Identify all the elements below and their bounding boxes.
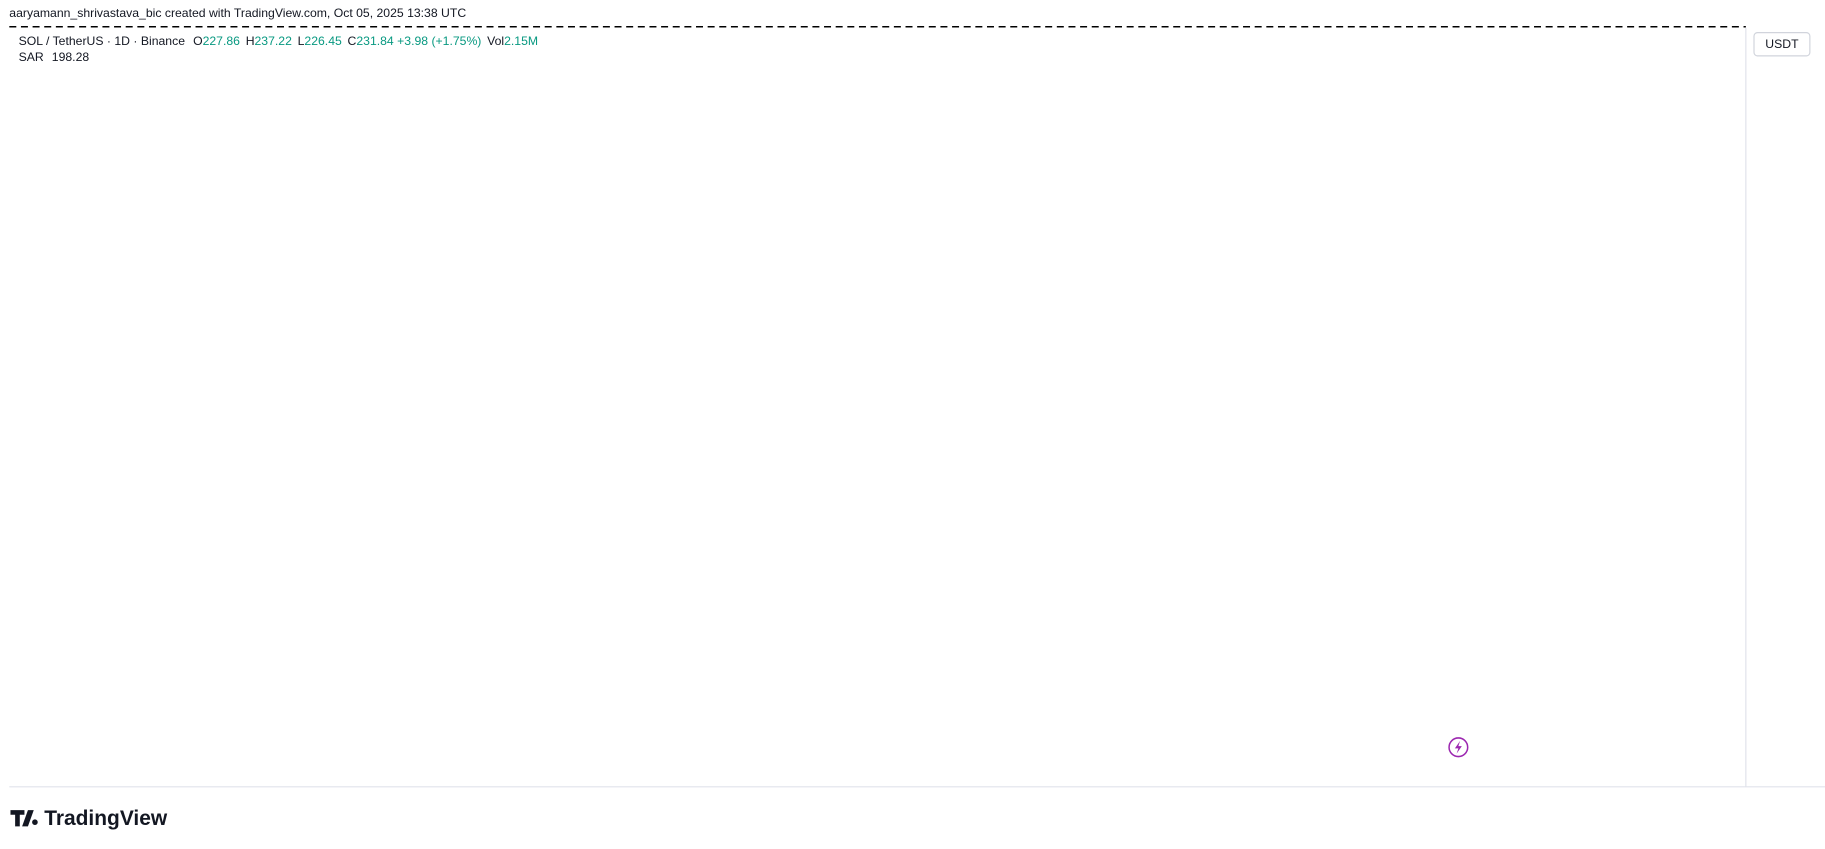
change: +3.98 (+1.75%) <box>397 34 481 48</box>
open-label: O <box>193 34 203 48</box>
footer-logo: TradingView <box>10 807 168 830</box>
close-value: 231.84 <box>356 34 394 48</box>
legend-line: SOL / TetherUS · 1D · Binance O227.86 H2… <box>19 34 538 48</box>
high-value: 237.22 <box>255 34 293 48</box>
brand: TradingView <box>44 807 168 830</box>
lightning-icon[interactable] <box>1448 737 1469 758</box>
sar-value: 198.28 <box>52 50 90 64</box>
close-label: C <box>348 34 357 48</box>
low-value: 226.45 <box>304 34 342 48</box>
volume-value: 2.15M <box>504 34 538 48</box>
legend: SOL / TetherUS · 1D · Binance O227.86 H2… <box>19 34 538 64</box>
currency: USDT <box>1765 37 1799 51</box>
sar-legend: SAR 198.28 <box>19 50 90 64</box>
open-value: 227.86 <box>203 34 241 48</box>
low-label: L <box>298 34 305 48</box>
currency-box[interactable] <box>1753 32 1811 57</box>
sar-name: SAR <box>19 50 44 64</box>
header-caption: aaryamann_shrivastava_bic created with T… <box>9 6 466 20</box>
high-label: H <box>246 34 255 48</box>
volume-label: Vol <box>487 34 504 48</box>
symbol: SOL / TetherUS · 1D · Binance <box>19 34 186 48</box>
